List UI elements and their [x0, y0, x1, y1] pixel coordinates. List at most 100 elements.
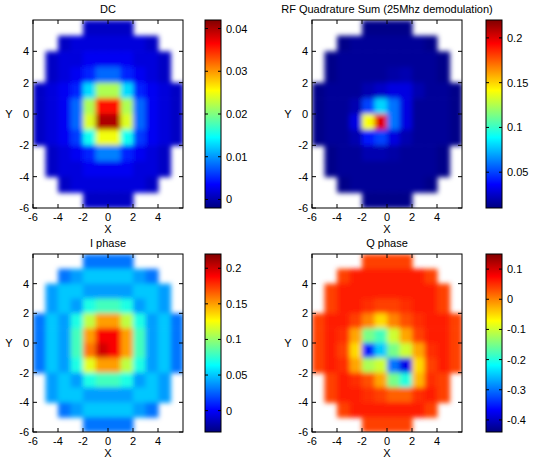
heatmap-cell [71, 98, 84, 114]
heatmap-cell [362, 161, 375, 177]
heatmap-cell [108, 114, 121, 130]
colorbar-tick [218, 268, 221, 269]
heatmap-cell [96, 67, 109, 83]
heatmap-cell [362, 98, 375, 114]
colorbar-tick [218, 339, 221, 340]
heatmap-cell [437, 313, 450, 328]
heatmap-cell [58, 130, 71, 146]
heatmap-cell [146, 161, 159, 177]
heatmap-cell [312, 343, 325, 358]
heatmap-cell [58, 343, 71, 358]
colorbar-tick [486, 299, 489, 300]
heatmap-cell [158, 358, 171, 373]
heatmap-cell [350, 51, 363, 67]
heatmap-cell [133, 299, 146, 314]
heatmap-cell [362, 402, 375, 417]
heatmap-cell [437, 114, 450, 130]
heatmap-cell [158, 83, 171, 99]
heatmap-cell [350, 313, 363, 328]
heatmap-cell [58, 67, 71, 83]
x-tick [108, 20, 109, 24]
heatmap-cell [350, 328, 363, 343]
heatmap-cell [71, 67, 84, 83]
title: I phase [90, 237, 126, 249]
y-tick-label: -4 [19, 396, 29, 408]
heatmap-cell [158, 161, 171, 177]
y-tick [179, 82, 183, 83]
heatmap-cell [412, 83, 425, 99]
heatmap-cell [171, 343, 184, 358]
x-tick [312, 204, 313, 208]
x-tick-label: 0 [105, 435, 111, 447]
y-tick [179, 176, 183, 177]
heatmap-cell [350, 130, 363, 146]
heatmap-cell [121, 343, 134, 358]
heatmap-cell [312, 328, 325, 343]
x-tick [108, 428, 109, 432]
heatmap-cell [450, 83, 463, 99]
heatmap-cell [146, 402, 159, 417]
y-tick [33, 313, 37, 314]
x-tick [158, 254, 159, 258]
heatmap-cell [58, 313, 71, 328]
y-tick [312, 432, 316, 433]
heatmap-cell [337, 343, 350, 358]
heatmap-cell [46, 145, 59, 161]
heatmap-cell [387, 145, 400, 161]
x-tick [362, 254, 363, 258]
heatmap-cell [121, 36, 134, 52]
y-tick-label: 0 [302, 108, 308, 120]
heatmap-cell [325, 83, 338, 99]
y-tick-label: -2 [19, 139, 29, 151]
heatmap-cell [312, 313, 325, 328]
heatmap-cell [400, 313, 413, 328]
x-tick-label: -4 [53, 435, 63, 447]
x-tick [387, 20, 388, 24]
x-tick-label: -6 [307, 211, 317, 223]
heatmap-cell [83, 98, 96, 114]
heatmap-cell [400, 343, 413, 358]
heatmap-cell [133, 402, 146, 417]
colorbar-tick-label: 0 [507, 293, 513, 305]
heatmap-cell [33, 358, 46, 373]
heatmap-cell [437, 328, 450, 343]
heatmap-cell [362, 254, 375, 269]
y-tick-label: -2 [298, 139, 308, 151]
x-axis-label: X [104, 223, 112, 235]
heatmap-cell [71, 313, 84, 328]
heatmap-cell [58, 402, 71, 417]
heatmap-cell [325, 98, 338, 114]
heatmap-cell [375, 313, 388, 328]
heatmap-cell [171, 98, 184, 114]
x-tick-label: 0 [384, 435, 390, 447]
colorbar [205, 254, 221, 432]
heatmap-cell [412, 114, 425, 130]
heatmap-cell [437, 299, 450, 314]
title: RF Quadrature Sum (25Mhz demodulation) [281, 3, 493, 15]
x-tick [133, 20, 134, 24]
heatmap-cell [58, 98, 71, 114]
heatmap-cell [121, 130, 134, 146]
heatmap-cell [425, 83, 438, 99]
heatmap-cell [412, 161, 425, 177]
heatmap-cell [83, 161, 96, 177]
heatmap-cell [83, 177, 96, 193]
x-tick [412, 254, 413, 258]
colorbar-tick [486, 359, 489, 360]
heatmap-cell [387, 83, 400, 99]
colorbar-tick [499, 389, 502, 390]
heatmap-cell [83, 373, 96, 388]
heatmap-cell [412, 145, 425, 161]
y-tick [179, 114, 183, 115]
heatmap-cell [58, 114, 71, 130]
heatmap-cell [362, 51, 375, 67]
heatmap-cell [158, 373, 171, 388]
heatmap-cell [108, 51, 121, 67]
heatmap-cell [400, 417, 413, 432]
heatmap-cell [375, 161, 388, 177]
y-tick-label: 4 [23, 45, 29, 57]
heatmap-cell [96, 36, 109, 52]
colorbar-tick-label: 0.15 [226, 298, 247, 310]
heatmap-cell [96, 145, 109, 161]
heatmap-cell [412, 36, 425, 52]
